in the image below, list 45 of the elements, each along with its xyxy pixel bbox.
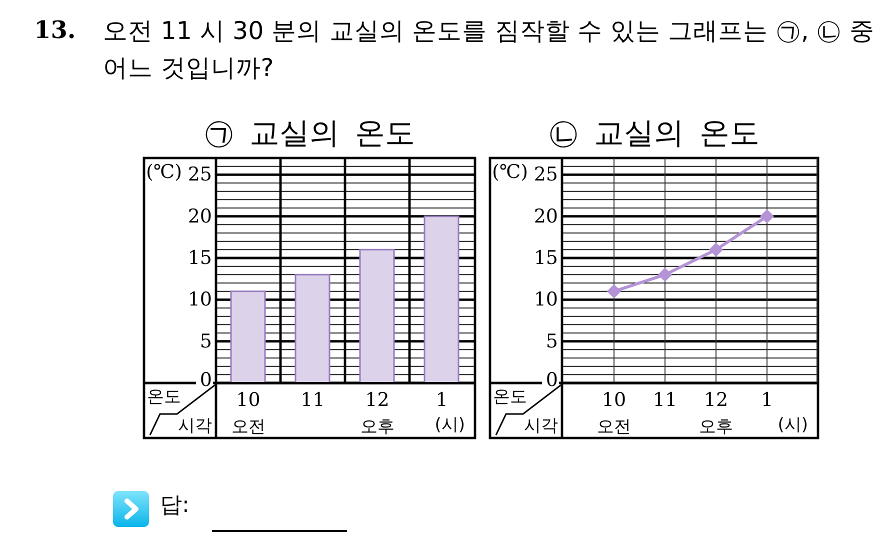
bar bbox=[294, 274, 330, 383]
y-tick-label: 25 bbox=[188, 164, 212, 186]
text: 온도 bbox=[147, 387, 181, 407]
y-tick-label: 0 bbox=[200, 369, 212, 391]
x-tick-label: 1 bbox=[436, 389, 448, 411]
bar bbox=[359, 248, 395, 383]
bar bbox=[424, 216, 460, 383]
bar bbox=[230, 290, 266, 383]
text: 오전 bbox=[231, 417, 266, 437]
text: 온도 bbox=[493, 387, 527, 407]
x-tick-label: 12 bbox=[365, 389, 390, 411]
x-tick-label: 10 bbox=[602, 389, 626, 411]
y-axis-title: (℃) bbox=[492, 161, 528, 183]
x-tick-label: 12 bbox=[704, 389, 728, 411]
point bbox=[760, 210, 774, 224]
y-tick-label: 15 bbox=[534, 247, 558, 269]
text: 시각 bbox=[178, 416, 212, 436]
point bbox=[607, 284, 621, 298]
y-axis-title: (℃) bbox=[146, 161, 182, 183]
y-tick-label: 0 bbox=[546, 369, 558, 391]
x-axis-title: (시) bbox=[434, 415, 465, 435]
chart-title: ㉡ 교실의 온도 bbox=[547, 115, 761, 153]
x-tick-label: 11 bbox=[652, 389, 678, 411]
text: 오전 bbox=[597, 417, 631, 437]
chart-title: ㉠ 교실의 온도 bbox=[202, 115, 416, 153]
y-tick-label: 15 bbox=[188, 247, 212, 269]
x-tick-label: 10 bbox=[236, 389, 260, 411]
x-tick-label: 1 bbox=[760, 389, 774, 411]
y-tick-label: 10 bbox=[188, 288, 212, 311]
point bbox=[709, 242, 723, 256]
text: 오전 11 시 30 분의 교실의 온도를 짐작할 수 있는 그래프는 ㉠, ㉡ 중 어느 것입니까? bbox=[103, 15, 875, 84]
text: 13. bbox=[34, 15, 76, 44]
text: 답: bbox=[160, 493, 190, 519]
x-tick-label: 11 bbox=[300, 389, 325, 411]
y-tick-label: 10 bbox=[534, 288, 558, 311]
text: 오후 bbox=[360, 417, 394, 437]
y-tick-label: 20 bbox=[534, 205, 558, 228]
y-tick-label: 25 bbox=[534, 164, 558, 186]
y-tick-label: 5 bbox=[200, 330, 212, 352]
y-tick-label: 20 bbox=[188, 205, 212, 228]
y-tick-label: 5 bbox=[546, 330, 558, 352]
x-axis-title: (시) bbox=[778, 415, 808, 435]
text: 오후 bbox=[699, 417, 733, 437]
point bbox=[658, 268, 672, 282]
text: 시각 bbox=[524, 416, 558, 436]
